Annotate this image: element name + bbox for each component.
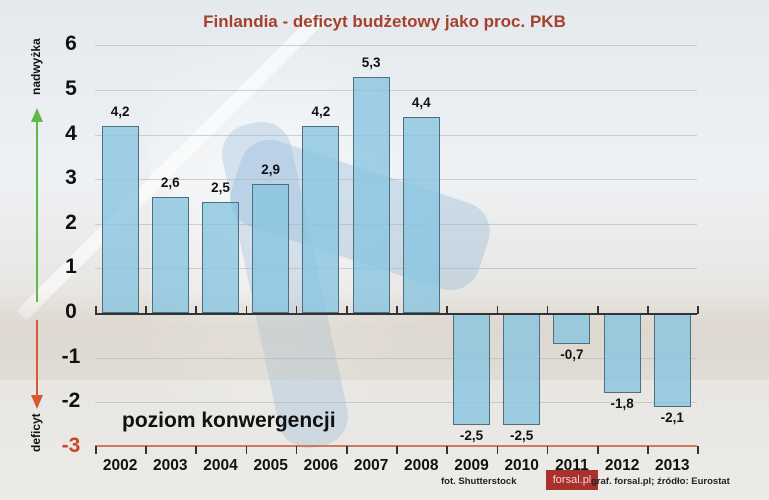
bar-2007	[352, 76, 390, 313]
arrow-down-icon	[31, 395, 43, 409]
bar-2005	[252, 183, 290, 313]
bar-2010	[503, 313, 541, 425]
photo-credit: fot. Shutterstock	[441, 476, 517, 487]
surplus-arrow	[36, 110, 38, 302]
axis-tick	[697, 306, 699, 314]
bar-2012	[603, 313, 641, 394]
value-label: 2,9	[261, 161, 281, 177]
axis-tick	[346, 446, 348, 454]
y-tick-label: 2	[65, 210, 77, 234]
zero-axis	[95, 313, 697, 315]
y-tick-label: 6	[65, 32, 77, 56]
deficit-label: deficyt	[29, 413, 43, 452]
gridline	[95, 179, 697, 181]
axis-tick	[245, 306, 248, 314]
axis-tick	[496, 446, 499, 454]
value-label: 4,4	[411, 94, 431, 110]
x-tick-label: 2012	[604, 457, 640, 474]
value-label: -2,5	[459, 427, 484, 443]
axis-tick	[597, 446, 599, 454]
bar-2011	[553, 313, 591, 345]
axis-tick	[245, 446, 248, 454]
bar-2002	[101, 125, 139, 313]
value-label: -2,5	[510, 427, 534, 443]
bar-2009	[453, 313, 490, 425]
axis-tick	[597, 306, 599, 314]
axis-tick	[295, 306, 298, 314]
axis-tick	[446, 446, 448, 454]
axis-tick	[446, 306, 448, 314]
convergence-line	[95, 445, 697, 447]
axis-tick	[647, 446, 649, 454]
value-label: 2,5	[211, 179, 230, 195]
y-tick-label: 0	[65, 300, 77, 323]
x-tick-label: 2010	[504, 457, 539, 474]
axis-tick	[195, 446, 197, 454]
axis-tick	[95, 446, 97, 454]
x-tick-label: 2013	[655, 457, 690, 474]
bar-2013	[653, 313, 691, 407]
axis-tick	[647, 306, 649, 314]
value-label: 5,3	[361, 54, 381, 70]
gridline	[95, 45, 697, 47]
deficit-arrow	[36, 320, 38, 400]
axis-tick	[396, 306, 398, 314]
bar-2006	[302, 125, 340, 313]
source-credit: graf. forsal.pl; źródło: Eurostat	[591, 476, 730, 487]
value-label: -0,7	[560, 347, 584, 363]
chart-title: Finlandia - deficyt budżetowy jako proc.…	[203, 12, 566, 31]
gridline	[95, 223, 697, 225]
x-tick-label: 2003	[153, 457, 188, 474]
x-tick-label: 2008	[404, 457, 439, 474]
background-flag	[150, 40, 450, 440]
y-tick-label: -1	[61, 344, 81, 368]
axis-tick	[145, 306, 147, 314]
value-label: 2,6	[160, 175, 180, 191]
bar-2004	[202, 201, 239, 313]
bar-2003	[151, 197, 189, 313]
surplus-label: nadwyżka	[29, 38, 43, 95]
x-tick-label: 2004	[203, 457, 238, 474]
x-tick-label: 2002	[102, 457, 138, 474]
axis-tick	[546, 446, 549, 454]
x-tick-label: 2009	[454, 457, 489, 474]
value-label: -2,1	[660, 409, 684, 425]
gridline	[95, 357, 697, 359]
gridline	[95, 90, 697, 91]
gridline	[95, 402, 697, 404]
axis-tick	[145, 446, 147, 454]
forsal-logo[interactable]: forsal.pl	[546, 470, 598, 490]
x-tick-label: 2007	[353, 457, 389, 474]
x-tick-label: 2006	[303, 457, 339, 474]
axis-tick	[346, 306, 348, 314]
gridline	[95, 268, 697, 270]
y-tick-label: 3	[65, 166, 77, 190]
arrow-up-icon	[31, 108, 43, 122]
value-label: 4,2	[311, 103, 331, 119]
y-tick-label: -2	[61, 389, 81, 413]
bar-2008	[402, 116, 440, 313]
value-label: -1,8	[610, 396, 634, 412]
gridline	[95, 134, 697, 136]
axis-tick	[697, 446, 699, 454]
value-label: 4,2	[110, 103, 130, 119]
y-tick-label: 1	[65, 255, 77, 279]
axis-tick	[295, 446, 298, 454]
axis-tick	[195, 306, 197, 314]
x-tick-label: 2011	[555, 457, 589, 474]
axis-tick	[496, 306, 499, 314]
y-tick-label: 5	[65, 77, 77, 100]
axis-tick	[95, 306, 97, 314]
y-tick-label: -3	[61, 434, 81, 457]
x-tick-label: 2005	[253, 457, 288, 474]
y-tick-label: 4	[65, 121, 77, 145]
convergence-label: poziom konwergencji	[122, 409, 336, 432]
axis-tick	[396, 446, 398, 454]
axis-tick	[546, 306, 549, 314]
